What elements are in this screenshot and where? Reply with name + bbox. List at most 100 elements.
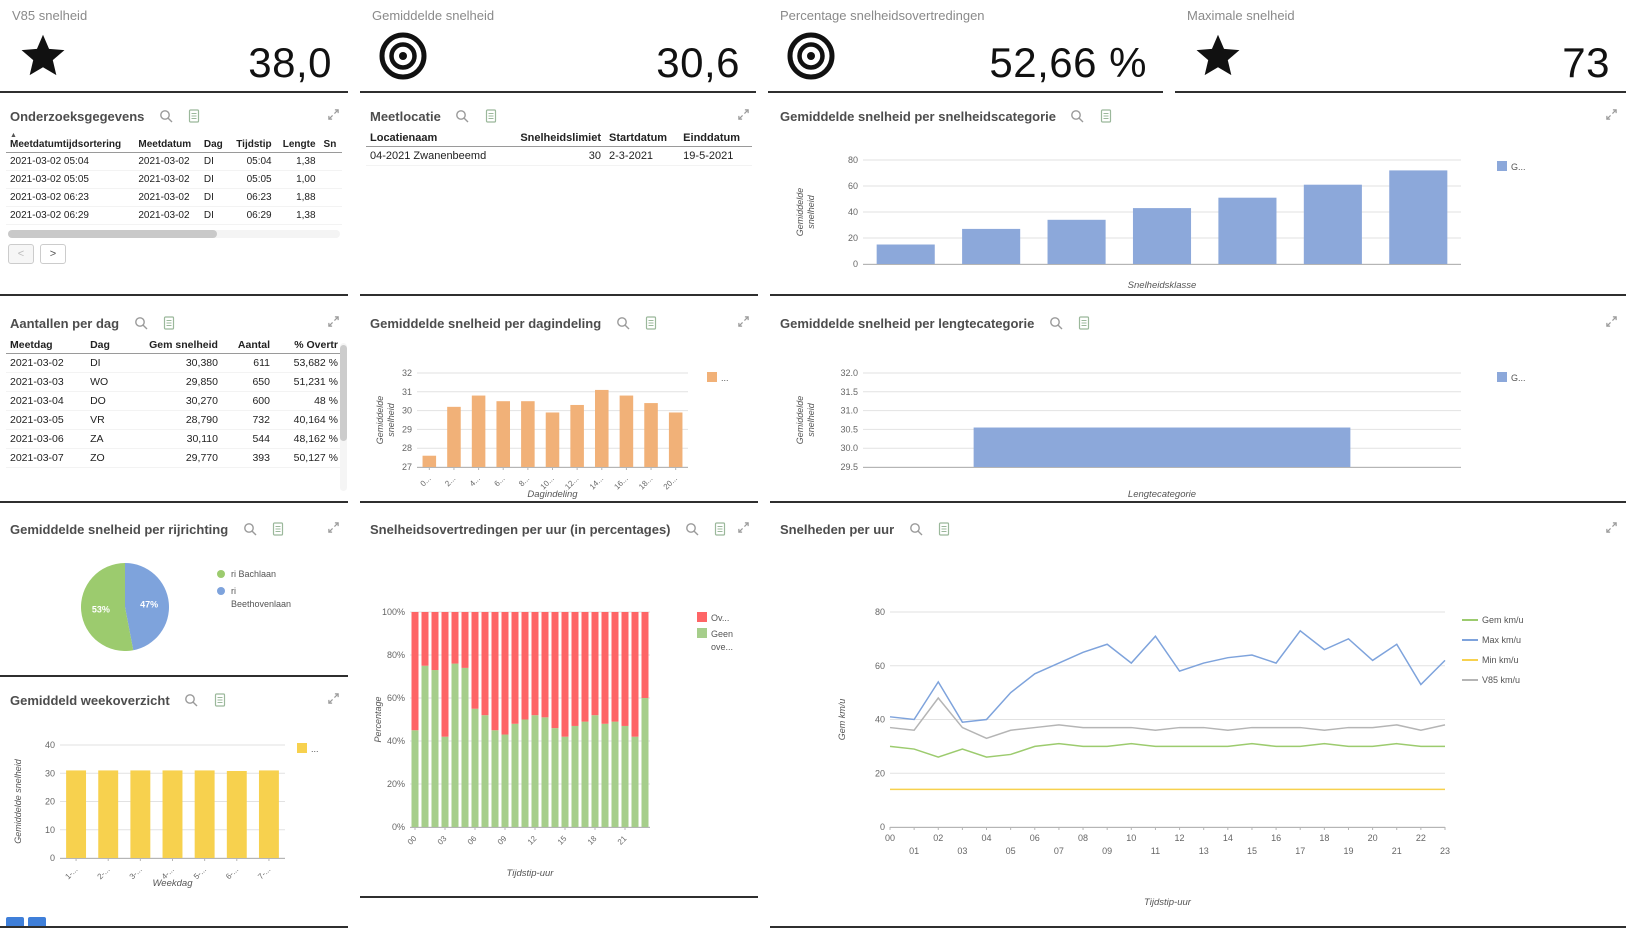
search-icon[interactable]	[455, 109, 469, 123]
horizontal-scrollbar[interactable]	[8, 230, 340, 238]
legend-swatch	[697, 612, 707, 622]
export-icon[interactable]	[162, 316, 176, 330]
avg-speed-per-length-chart[interactable]: 29.5 30.0 30.5 31.0 31.5 32.0 Lengtecategorie G…	[775, 337, 1621, 503]
column-header[interactable]: Meetdag	[6, 337, 87, 354]
violations-per-hour-chart[interactable]: 0% 20% 40% 60% 80% 100% 00 03 06 09 12 15 18 21 Tijdst…	[365, 543, 753, 898]
panel-lengtecategorie: Gemiddelde snelheid per lengtecategorie …	[770, 307, 1626, 503]
svg-text:Weekdag: Weekdag	[153, 878, 194, 889]
star-icon	[18, 31, 68, 81]
column-header[interactable]: Aantal	[221, 337, 274, 354]
svg-text:31: 31	[402, 387, 412, 397]
svg-text:16: 16	[1271, 833, 1281, 843]
column-header[interactable]: ▲ Meetdatumtijdsortering	[6, 130, 135, 153]
expand-icon[interactable]	[737, 108, 750, 121]
column-header[interactable]: Einddatum	[679, 130, 752, 147]
table-row[interactable]: 2021-03-04 DO 30,270 600 48 %	[6, 391, 342, 411]
pager-button[interactable]	[28, 917, 46, 926]
search-icon[interactable]	[685, 522, 699, 536]
search-icon[interactable]	[616, 316, 630, 330]
svg-text:16...: 16...	[612, 474, 629, 491]
column-header[interactable]: % Overtr	[274, 337, 342, 354]
scrollbar-thumb[interactable]	[8, 230, 218, 238]
stacked-bar-segment	[481, 612, 489, 716]
svg-text:Percentage: Percentage	[373, 696, 383, 742]
table-row[interactable]: 2021-03-02 05:05 2021-03-02 DI 05:05 1,00	[6, 170, 342, 189]
panel-title: Gemiddeld weekoverzicht	[10, 693, 170, 708]
svg-text:Tijdstip-uur: Tijdstip-uur	[1144, 897, 1192, 908]
export-icon[interactable]	[1077, 316, 1091, 330]
column-header[interactable]: Meetdatum	[134, 130, 200, 153]
search-icon[interactable]	[1070, 109, 1084, 123]
column-header[interactable]: Locatienaam	[366, 130, 506, 147]
export-icon[interactable]	[213, 693, 227, 707]
table-row[interactable]: 2021-03-03 WO 29,850 650 51,231 %	[6, 372, 342, 392]
column-header[interactable]: Gem snelheid	[122, 337, 222, 354]
table-row[interactable]: 04-2021 Zwanenbeemd 30 2-3-2021 19-5-2021	[366, 146, 752, 166]
column-header[interactable]: Lengte	[275, 130, 320, 153]
table-row[interactable]: 2021-03-02 05:04 2021-03-02 DI 05:04 1,38	[6, 152, 342, 171]
svg-text:10: 10	[1126, 833, 1136, 843]
bar	[130, 770, 151, 858]
export-icon[interactable]	[1099, 109, 1113, 123]
stacked-bar-segment	[501, 612, 509, 735]
column-header[interactable]: Tijdstip	[228, 130, 276, 153]
expand-icon[interactable]	[737, 315, 750, 328]
vertical-scrollbar[interactable]	[340, 343, 347, 491]
column-header[interactable]: Sn	[319, 130, 342, 153]
svg-text:Snelheidsklasse: Snelheidsklasse	[1128, 280, 1197, 291]
scrollbar-thumb[interactable]	[340, 345, 347, 441]
legend-swatch	[707, 372, 717, 382]
avg-speed-per-category-chart[interactable]: 0 20 40 60 80 Snelheidsklasse Gemiddelde snelhe…	[775, 130, 1621, 292]
search-icon[interactable]	[243, 522, 257, 536]
prev-page-button[interactable]: <	[8, 244, 34, 264]
search-icon[interactable]	[184, 693, 198, 707]
svg-text:80: 80	[848, 155, 858, 165]
search-icon[interactable]	[1049, 316, 1063, 330]
expand-icon[interactable]	[737, 521, 750, 534]
pager-button[interactable]	[6, 917, 24, 926]
expand-icon[interactable]	[327, 692, 340, 705]
column-header[interactable]: Dag	[86, 337, 123, 354]
table-row[interactable]: 2021-03-02 DI 30,380 611 53,682 %	[6, 353, 342, 373]
export-icon[interactable]	[187, 109, 201, 123]
stacked-bar-segment	[411, 612, 419, 731]
export-icon[interactable]	[713, 522, 727, 536]
svg-text:snelheid: snelheid	[386, 402, 396, 437]
direction-pie-chart[interactable]: 47% 53% ri Bachlaan ri Beethovenlaan	[5, 543, 343, 673]
table-cell: 53,682 %	[274, 353, 342, 373]
table-cell: 2-3-2021	[605, 146, 680, 166]
expand-icon[interactable]	[327, 521, 340, 534]
next-page-button[interactable]: >	[40, 244, 66, 264]
expand-icon[interactable]	[1605, 521, 1618, 534]
expand-icon[interactable]	[327, 315, 340, 328]
search-icon[interactable]	[909, 522, 923, 536]
expand-icon[interactable]	[1605, 315, 1618, 328]
panel-title: Aantallen per dag	[10, 316, 120, 331]
expand-icon[interactable]	[1605, 108, 1618, 121]
search-icon[interactable]	[134, 316, 148, 330]
table-cell: 2021-03-02	[134, 188, 200, 207]
table-row[interactable]: 2021-03-07 ZO 29,770 393 50,127 %	[6, 448, 342, 468]
speeds-per-hour-chart[interactable]: 0 20 40 60 80 00 01 02 03 04 05 06 07 08 09 10 11 12 13 14 1…	[775, 543, 1621, 928]
export-icon[interactable]	[937, 522, 951, 536]
table-row[interactable]: 2021-03-06 ZA 30,110 544 48,162 %	[6, 429, 342, 449]
table-row[interactable]: 2021-03-02 06:29 2021-03-02 DI 06:29 1,38	[6, 206, 342, 225]
column-header[interactable]: Dag	[199, 130, 229, 153]
column-header[interactable]: Snelheidslimiet	[505, 130, 606, 147]
export-icon[interactable]	[271, 522, 285, 536]
stacked-bar-segment	[581, 612, 589, 722]
svg-text:11: 11	[1151, 846, 1160, 856]
export-icon[interactable]	[644, 316, 658, 330]
expand-icon[interactable]	[327, 108, 340, 121]
svg-text:05: 05	[1006, 846, 1016, 856]
legend-swatch	[697, 628, 707, 638]
table-row[interactable]: 2021-03-05 VR 28,790 732 40,164 %	[6, 410, 342, 430]
column-header[interactable]: Startdatum	[605, 130, 680, 147]
table-row[interactable]: 2021-03-02 06:23 2021-03-02 DI 06:23 1,88	[6, 188, 342, 207]
search-icon[interactable]	[159, 109, 173, 123]
export-icon[interactable]	[484, 109, 498, 123]
kpi-card-percentage-overtredingen: Percentage snelheidsovertredingen 52,66 …	[768, 0, 1163, 93]
bar	[619, 395, 634, 467]
